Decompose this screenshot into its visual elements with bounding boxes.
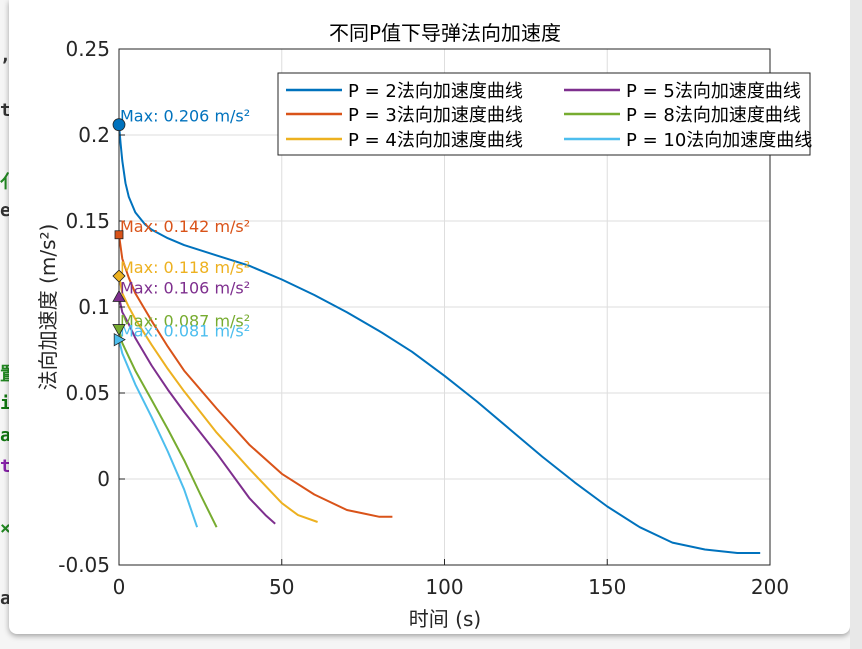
y-axis-label: 法向加速度 (m/s²) xyxy=(36,224,60,391)
background-code-fragment: a xyxy=(0,425,11,446)
series-line-3 xyxy=(118,275,318,523)
legend-entry-6: P = 10法向加速度曲线 xyxy=(626,130,812,151)
figure-window: 0 50 100 150 200 -0.05 0 0.05 0.1 0.15 0.2 0.25 Max… xyxy=(9,0,850,634)
max-marker-2 xyxy=(114,230,124,240)
right-panel-strip xyxy=(850,0,862,649)
x-tick-label: 0 xyxy=(113,575,126,599)
y-tick-label: -0.05 xyxy=(58,553,110,577)
max-label-2: Max: 0.142 m/s² xyxy=(120,217,250,236)
legend: P = 2法向加速度曲线 P = 3法向加速度曲线 P = 4法向加速度曲线 P = … xyxy=(277,72,812,156)
background-code-fragment: e xyxy=(0,200,11,221)
max-label-1: Max: 0.206 m/s² xyxy=(120,107,250,126)
background-code-fragment: t xyxy=(0,100,11,121)
y-tick-label: 0.2 xyxy=(78,123,110,147)
series-line-5 xyxy=(118,329,218,528)
x-axis-label: 时间 (s) xyxy=(409,607,481,631)
marker-layer xyxy=(112,118,126,347)
series-line-2 xyxy=(118,234,393,518)
max-label-5: Max: 0.087 m/s² xyxy=(120,311,250,330)
background-code-fragment: i xyxy=(0,393,11,414)
legend-entry-1: P = 2法向加速度曲线 xyxy=(348,81,523,102)
x-tick-label: 50 xyxy=(269,575,294,599)
background-code-fragment: , xyxy=(0,45,11,66)
y-tick-label: 0.25 xyxy=(65,37,110,61)
max-label-layer: Max: 0.206 m/s² Max: 0.142 m/s² Max: 0.118… xyxy=(120,107,250,341)
max-marker-6 xyxy=(113,333,126,347)
series-layer xyxy=(118,124,761,554)
max-marker-5 xyxy=(112,324,126,337)
series-line-1 xyxy=(118,124,761,554)
legend-entry-5: P = 8法向加速度曲线 xyxy=(626,105,801,126)
legend-entry-2: P = 3法向加速度曲线 xyxy=(348,105,523,126)
y-tick-label: 0.15 xyxy=(65,209,110,233)
chart-title: 不同P值下导弹法向加速度 xyxy=(329,21,561,45)
background-code-fragment: × xyxy=(0,518,11,539)
max-label-6: Max: 0.081 m/s² xyxy=(120,322,250,341)
y-tick-label: 0 xyxy=(97,467,110,491)
background-code-fragment: a xyxy=(0,588,11,609)
background-code-fragment: t xyxy=(0,456,11,477)
max-label-3: Max: 0.118 m/s² xyxy=(120,258,250,277)
series-line-4 xyxy=(118,296,276,525)
max-marker-4 xyxy=(112,289,126,302)
x-tick-label: 200 xyxy=(751,575,789,599)
series-line-6 xyxy=(118,339,199,528)
y-tick-label: 0.1 xyxy=(78,295,110,319)
max-marker-3 xyxy=(112,269,126,283)
max-marker-1 xyxy=(112,118,126,132)
x-tick-label: 100 xyxy=(425,575,463,599)
legend-entry-3: P = 4法向加速度曲线 xyxy=(348,130,523,151)
legend-box xyxy=(277,72,811,156)
y-tick-label: 0.05 xyxy=(65,381,110,405)
max-label-4: Max: 0.106 m/s² xyxy=(120,279,250,298)
x-tick-label: 150 xyxy=(588,575,626,599)
legend-entry-4: P = 5法向加速度曲线 xyxy=(626,81,801,102)
